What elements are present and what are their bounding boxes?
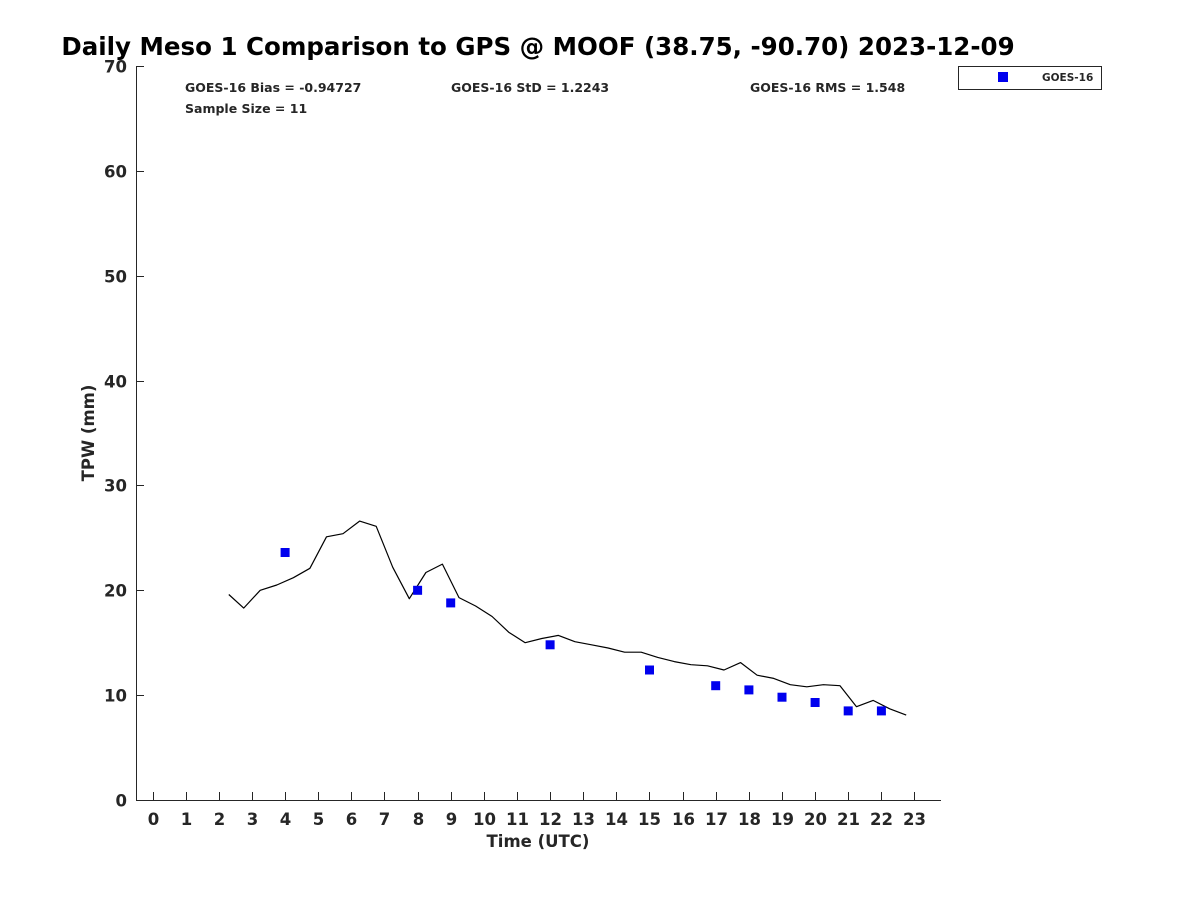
y-tick-label: 10 — [104, 687, 127, 706]
y-tick-label: 40 — [104, 373, 127, 392]
x-tick-label: 14 — [605, 810, 628, 829]
x-tick-label: 4 — [280, 810, 291, 829]
y-tick-label: 50 — [104, 268, 127, 287]
x-tick-label: 17 — [705, 810, 728, 829]
x-tick-label: 6 — [346, 810, 357, 829]
legend-label: GOES-16 — [1042, 72, 1093, 84]
x-tick-label: 12 — [539, 810, 562, 829]
goes16-data-point — [777, 692, 787, 702]
x-tick-label: 16 — [672, 810, 695, 829]
goes16-data-point — [280, 548, 290, 557]
goes16-data-point — [413, 585, 423, 595]
x-tick-label: 10 — [473, 810, 496, 829]
y-tick-label: 70 — [104, 58, 127, 77]
x-tick-label: 5 — [313, 810, 324, 829]
plot-axes — [136, 66, 941, 801]
chart-title: Daily Meso 1 Comparison to GPS @ MOOF (3… — [61, 32, 1014, 61]
x-tick-label: 0 — [148, 810, 159, 829]
gps-line-series — [228, 520, 907, 716]
legend: GOES-16 — [958, 66, 1102, 90]
x-tick-label: 7 — [379, 810, 390, 829]
goes16-data-point — [645, 665, 654, 675]
stat-bias: GOES-16 Bias = -0.94727 — [185, 80, 361, 95]
legend-marker-square — [998, 72, 1008, 82]
goes16-data-point — [843, 706, 853, 716]
goes16-data-point — [810, 698, 820, 707]
x-tick-label: 19 — [771, 810, 794, 829]
x-tick-label: 18 — [738, 810, 761, 829]
x-tick-label: 1 — [181, 810, 192, 829]
x-tick-label: 8 — [413, 810, 424, 829]
x-tick-label: 11 — [506, 810, 529, 829]
x-tick-label: 20 — [804, 810, 827, 829]
goes16-data-point — [711, 681, 721, 691]
x-tick-label: 2 — [214, 810, 225, 829]
y-tick-label: 60 — [104, 163, 127, 182]
y-tick-label: 30 — [104, 477, 127, 496]
x-tick-label: 9 — [446, 810, 457, 829]
x-tick-label: 21 — [837, 810, 860, 829]
x-tick-label: 13 — [572, 810, 595, 829]
y-axis-label: TPW (mm) — [79, 385, 98, 482]
stat-rms: GOES-16 RMS = 1.548 — [750, 80, 905, 95]
goes16-data-point — [446, 598, 456, 608]
stat-sample-size: Sample Size = 11 — [185, 101, 307, 116]
stat-std: GOES-16 StD = 1.2243 — [451, 80, 609, 95]
x-tick-label: 23 — [903, 810, 926, 829]
goes16-data-point — [744, 685, 754, 695]
y-tick-label: 20 — [104, 582, 127, 601]
x-axis-label: Time (UTC) — [487, 832, 590, 851]
y-axis: 0 10 20 30 40 50 60 70 — [104, 58, 144, 811]
x-axis: 0 1 2 3 4 5 6 7 8 9 10 11 12 13 14 15 16 17 18 19 20 21 22 23 — [148, 792, 926, 829]
goes16-data-point — [876, 706, 886, 716]
legend-box — [958, 66, 1102, 90]
x-tick-label: 3 — [247, 810, 258, 829]
gps-tpw-line — [228, 520, 907, 716]
x-tick-label: 22 — [870, 810, 893, 829]
x-tick-label: 15 — [638, 810, 661, 829]
goes16-data-point — [545, 640, 555, 650]
goes16-point-series — [280, 548, 886, 716]
y-tick-label: 0 — [116, 792, 127, 811]
